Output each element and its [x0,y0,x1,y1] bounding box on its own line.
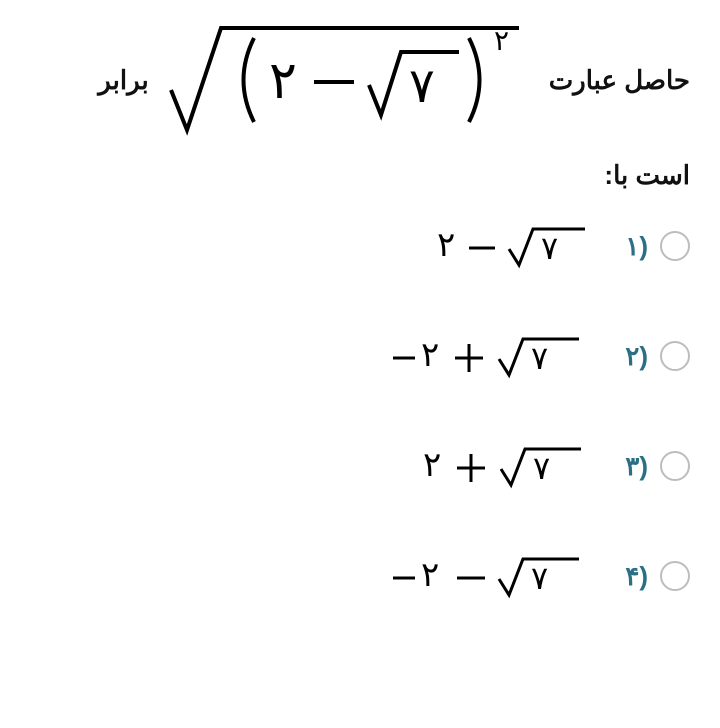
option-formula-3: ۲ ۷ [407,441,617,491]
option-row[interactable]: ۲ ۷ ۲) [30,331,690,381]
option-formula-2: ۲ ۷ [387,331,617,381]
option-number: ۱) [625,231,648,262]
svg-text:۲: ۲ [437,227,455,264]
option-row[interactable]: ۲ ۷ ۴) [30,551,690,601]
question-suffix: برابر [98,65,148,96]
main-seven: ۷ [409,60,435,113]
option-number: ۴) [625,561,648,592]
question-row: حاصل عبارت ۲ ۷ ۲ برابر [30,20,690,140]
svg-text:۷: ۷ [541,230,558,266]
svg-text:۷: ۷ [531,340,548,376]
svg-text:۲: ۲ [421,557,439,594]
svg-text:۲: ۲ [423,447,441,484]
option-row[interactable]: ۲ ۷ ۱) [30,221,690,271]
option-formula-4: ۲ ۷ [387,551,617,601]
main-formula: ۲ ۷ ۲ [159,20,539,140]
option-number: ۳) [625,451,648,482]
radio-icon[interactable] [660,561,690,591]
main-two: ۲ [269,53,297,110]
svg-text:۷: ۷ [533,450,550,486]
svg-text:۲: ۲ [421,337,439,374]
radio-icon[interactable] [660,341,690,371]
question-line2: است با: [30,160,690,191]
options-list: ۲ ۷ ۱) ۲ ۷ ۲) ۲ ۷ ۳) [30,221,690,601]
svg-text:۷: ۷ [531,560,548,596]
radio-icon[interactable] [660,231,690,261]
option-row[interactable]: ۲ ۷ ۳) [30,441,690,491]
radio-icon[interactable] [660,451,690,481]
main-exponent: ۲ [494,26,509,57]
option-number: ۲) [625,341,648,372]
question-prefix: حاصل عبارت [549,65,690,96]
option-formula-1: ۲ ۷ [417,221,617,271]
